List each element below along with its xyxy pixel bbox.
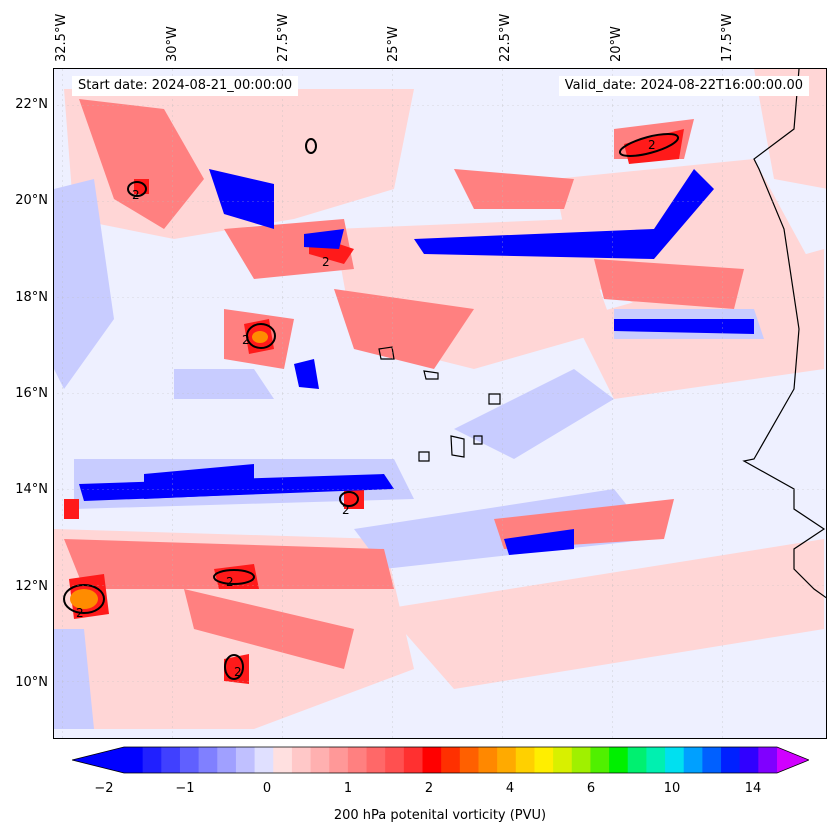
colorbar-segment	[721, 747, 741, 773]
contour-label: 2	[242, 333, 250, 347]
colorbar-segment	[124, 747, 144, 773]
colorbar-tick-label: 4	[505, 781, 515, 796]
colorbar-segment	[329, 747, 349, 773]
colorbar	[72, 746, 809, 774]
contour-label: 2	[132, 188, 140, 202]
pv-field-map: 2 2 2 2 2 2 2 2	[54, 69, 826, 738]
colorbar-segment	[497, 747, 517, 773]
longitude-label: 30°W	[165, 26, 180, 62]
colorbar-segment	[422, 747, 442, 773]
colorbar-tick-label: 6	[586, 781, 596, 796]
valid-date-label: Valid_date: 2024-08-22T16:00:00.00	[558, 76, 809, 96]
colorbar-tick-label: −2	[94, 781, 114, 796]
longitude-label: 17.5°W	[720, 13, 735, 62]
colorbar-tick-label: 0	[262, 781, 272, 796]
colorbar-segment	[273, 747, 293, 773]
contour-label: 2	[76, 606, 84, 620]
colorbar-segment	[515, 747, 535, 773]
colorbar-tick-label: −1	[175, 781, 195, 796]
latitude-label: 22°N	[15, 97, 48, 112]
colorbar-tick-label: 2	[424, 781, 434, 796]
colorbar-segment	[534, 747, 554, 773]
latitude-label: 14°N	[15, 482, 48, 497]
longitude-label: 27.5°W	[276, 13, 291, 62]
colorbar-segment	[590, 747, 610, 773]
colorbar-segment	[665, 747, 685, 773]
colorbar-segment	[235, 747, 256, 773]
colorbar-tick-label: 10	[663, 781, 681, 796]
colorbar-segment	[347, 747, 368, 773]
latitude-label: 12°N	[15, 579, 48, 594]
contour-label: 2	[322, 255, 330, 269]
colorbar-extend-low	[72, 747, 124, 773]
longitude-label: 32.5°W	[54, 13, 69, 62]
colorbar-segment	[627, 747, 647, 773]
colorbar-segment	[254, 747, 274, 773]
colorbar-segment	[385, 747, 405, 773]
latitude-label: 10°N	[15, 675, 48, 690]
colorbar-tick-label: 1	[343, 781, 353, 796]
colorbar-label: 200 hPa potenital vorticity (PVU)	[333, 808, 547, 823]
latitude-label: 20°N	[15, 193, 48, 208]
colorbar-segment	[478, 747, 498, 773]
longitude-label: 22.5°W	[498, 13, 513, 62]
start-date-label: Start date: 2024-08-21_00:00:00	[72, 76, 299, 96]
colorbar-segment	[646, 747, 666, 773]
colorbar-extend-high	[777, 747, 809, 773]
contour-label: 2	[234, 665, 242, 679]
longitude-label: 25°W	[386, 26, 401, 62]
colorbar-segment	[683, 747, 703, 773]
colorbar-segment	[758, 747, 778, 773]
contour-label: 2	[648, 138, 656, 152]
colorbar-outline	[72, 746, 809, 774]
colorbar-segment	[441, 747, 461, 773]
colorbar-segment	[571, 747, 591, 773]
contour-label: 2	[342, 503, 350, 517]
longitude-label: 20°W	[609, 26, 624, 62]
colorbar-segment	[702, 747, 722, 773]
colorbar-segment	[403, 747, 424, 773]
colorbar-segment	[553, 747, 573, 773]
colorbar-segment	[217, 747, 237, 773]
colorbar-segment	[609, 747, 629, 773]
contour-label: 2	[226, 575, 234, 589]
colorbar-segment	[161, 747, 181, 773]
colorbar-segment	[739, 747, 759, 773]
colorbar-segment	[366, 747, 386, 773]
colorbar-segment	[198, 747, 218, 773]
colorbar-segment	[310, 747, 330, 773]
colorbar-tick-label: 14	[744, 781, 762, 796]
latitude-label: 16°N	[15, 386, 48, 401]
colorbar-segment	[179, 747, 200, 773]
contour-labels: 2 2 2 2 2 2 2 2	[76, 138, 656, 679]
map-panel: 2 2 2 2 2 2 2 2	[53, 68, 827, 739]
colorbar-segment	[142, 747, 162, 773]
latitude-label: 18°N	[15, 290, 48, 305]
colorbar-segment	[291, 747, 312, 773]
colorbar-segment	[459, 747, 479, 773]
